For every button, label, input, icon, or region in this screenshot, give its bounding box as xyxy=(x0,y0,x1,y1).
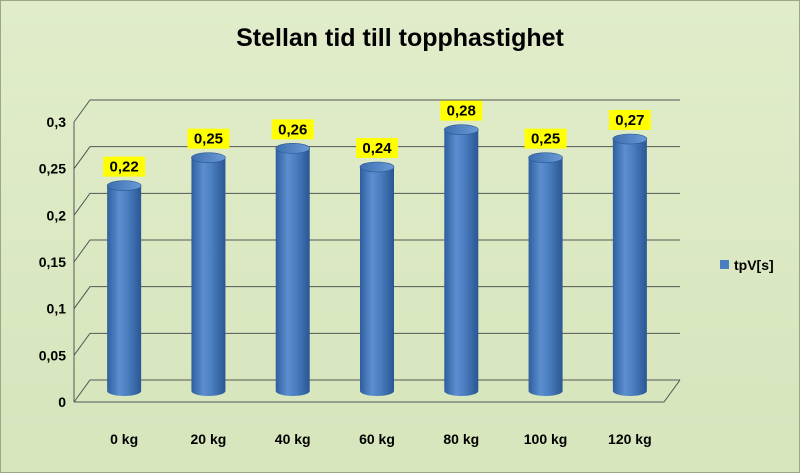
x-category-label: 40 kg xyxy=(275,431,311,447)
bar-top xyxy=(275,143,311,154)
x-category-label: 100 kg xyxy=(524,431,568,447)
gridlines xyxy=(73,99,681,403)
bar xyxy=(528,152,563,397)
gridline xyxy=(73,192,680,216)
data-label-text: 0,24 xyxy=(362,140,392,157)
data-label-text: 0,28 xyxy=(447,103,476,120)
bar-body xyxy=(360,167,394,396)
y-axis-ticks: 0 0,05 0,1 0,15 0,2 0,25 0,3 xyxy=(39,114,66,410)
data-label-text: 0,22 xyxy=(110,159,139,176)
data-label-bg xyxy=(440,100,483,121)
y-tick-label: 0,05 xyxy=(39,347,66,363)
bar-body xyxy=(612,139,647,397)
bar-top xyxy=(359,161,395,173)
gridline xyxy=(73,99,680,123)
bar-top xyxy=(106,180,142,191)
x-axis-categories: 0 kg 20 kg 40 kg 60 kg 80 kg 100 kg 120 kg xyxy=(110,431,652,447)
bar xyxy=(191,152,226,397)
y-tick-label: 0,3 xyxy=(47,114,67,130)
bars xyxy=(106,124,648,397)
bar xyxy=(443,124,479,397)
floor-edge xyxy=(74,379,681,403)
data-label-bg xyxy=(187,128,230,149)
y-tick-label: 0 xyxy=(58,394,66,410)
data-label-bg xyxy=(524,128,567,149)
legend-label: tpV[s] xyxy=(734,257,774,273)
data-label-bg xyxy=(608,110,651,130)
data-label-text: 0,25 xyxy=(194,131,223,148)
y-tick-label: 0,2 xyxy=(47,207,67,223)
bar-top xyxy=(528,152,563,163)
y-tick-label: 0,1 xyxy=(47,301,67,317)
bar-top xyxy=(443,124,479,135)
y-tick-label: 0,15 xyxy=(39,254,66,270)
gridline xyxy=(73,379,680,403)
bar xyxy=(106,180,142,396)
data-label: 0,22 xyxy=(103,156,146,177)
bar xyxy=(359,161,395,396)
bar-body xyxy=(107,185,142,396)
y-tick-label: 0,25 xyxy=(39,161,66,177)
bar xyxy=(275,143,311,397)
legend-swatch xyxy=(720,260,729,269)
x-category-label: 120 kg xyxy=(608,431,652,447)
data-label: 0,28 xyxy=(440,100,483,121)
legend: tpV[s] xyxy=(720,257,774,273)
data-label: 0,27 xyxy=(608,110,651,130)
x-category-label: 0 kg xyxy=(110,431,138,447)
bar-top xyxy=(612,133,648,145)
gridline xyxy=(73,146,680,169)
gridline xyxy=(73,286,680,309)
bar-body xyxy=(528,157,563,397)
data-label-text: 0,26 xyxy=(278,121,307,138)
x-category-label: 80 kg xyxy=(443,431,479,447)
gridline xyxy=(73,332,680,356)
data-label-bg xyxy=(103,156,146,177)
data-label: 0,25 xyxy=(524,128,567,149)
data-label: 0,26 xyxy=(271,119,314,140)
data-label-text: 0,27 xyxy=(615,112,644,129)
bar xyxy=(612,133,648,397)
gridline xyxy=(73,239,680,263)
data-label-bg xyxy=(356,138,398,158)
data-label-text: 0,25 xyxy=(531,131,560,148)
data-label: 0,25 xyxy=(187,128,230,149)
bar-body xyxy=(444,129,479,397)
bar-body xyxy=(191,157,226,397)
x-category-label: 20 kg xyxy=(191,431,227,447)
x-category-label: 60 kg xyxy=(359,431,395,447)
bar-top xyxy=(191,152,226,163)
chart-title: Stellan tid till topphastighet xyxy=(236,24,564,52)
bar-body xyxy=(275,148,310,397)
data-label: 0,24 xyxy=(356,138,398,158)
data-labels: 0,22 0,25 0,26 0,24 0,28 0,25 0,27 xyxy=(103,100,651,177)
data-label-bg xyxy=(271,119,314,140)
